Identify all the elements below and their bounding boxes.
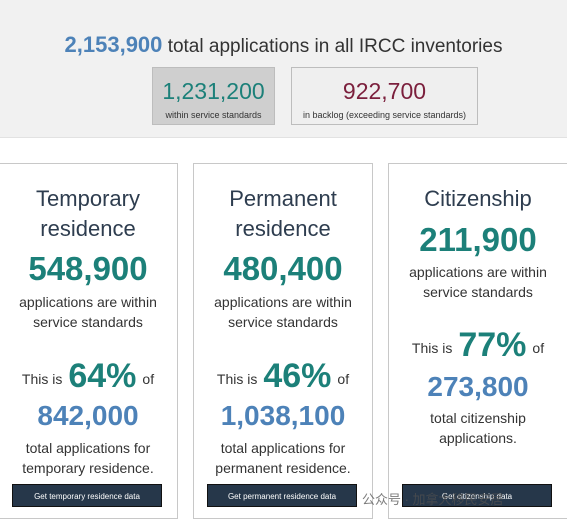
backlog-count: 922,700: [342, 78, 427, 104]
watermark: 公众号 · 加拿大移民安居: [362, 492, 504, 507]
share-percent: 77%: [458, 326, 527, 364]
total-count: 2,153,900: [64, 32, 163, 57]
card-title: Permanent residence: [229, 186, 337, 241]
within-count: 1,231,200: [162, 78, 265, 104]
share-prefix: This is: [411, 340, 453, 356]
share-line: This is 64% of: [0, 356, 177, 399]
share-prefix: This is: [216, 371, 258, 387]
share-suffix: of: [337, 371, 350, 387]
card: Temporary residence 548,900 applications a…: [0, 163, 178, 519]
data-button[interactable]: Get permanent residence data: [207, 484, 357, 507]
total-label: total applications for temporary residen…: [22, 440, 154, 476]
within-count: 211,900: [419, 221, 537, 258]
card: Permanent residence 480,400 applications a…: [193, 163, 373, 519]
share-prefix: This is: [21, 371, 63, 387]
within-count: 480,400: [223, 250, 343, 287]
share-suffix: of: [532, 340, 545, 356]
within-box: 1,231,200 within service standards: [152, 67, 275, 125]
within-label: within service standards: [165, 110, 262, 120]
backlog-box: 922,700 in backlog (exceeding service st…: [291, 67, 478, 125]
share-suffix: of: [142, 371, 155, 387]
total-count: 1,038,100: [220, 400, 346, 431]
within-label: applications are within service standard…: [19, 294, 157, 330]
total-count: 273,800: [427, 371, 529, 402]
data-button[interactable]: Get citizenship data: [402, 484, 552, 507]
within-count: 548,900: [28, 250, 148, 287]
share-line: This is 46% of: [194, 356, 372, 399]
total-label: total applications in all IRCC inventori…: [167, 36, 503, 57]
summary-band: [0, 0, 567, 138]
share-line: This is 77% of: [389, 325, 567, 368]
total-count: 842,000: [37, 400, 139, 431]
card-title: Citizenship: [424, 186, 532, 211]
within-label: applications are within service standard…: [214, 294, 352, 330]
card: Citizenship 211,900 applications are withi…: [388, 163, 567, 519]
total-label: total citizenship applications.: [430, 410, 526, 446]
share-percent: 46%: [263, 357, 332, 395]
within-label: applications are within service standard…: [409, 264, 547, 300]
backlog-label: in backlog (exceeding service standards): [302, 110, 467, 120]
total-label: total applications for permanent residen…: [215, 440, 351, 476]
card-title: Temporary residence: [36, 186, 140, 241]
data-button[interactable]: Get temporary residence data: [12, 484, 162, 507]
share-percent: 64%: [68, 357, 137, 395]
headline: 2,153,900 total applications in all IRCC…: [0, 32, 567, 58]
